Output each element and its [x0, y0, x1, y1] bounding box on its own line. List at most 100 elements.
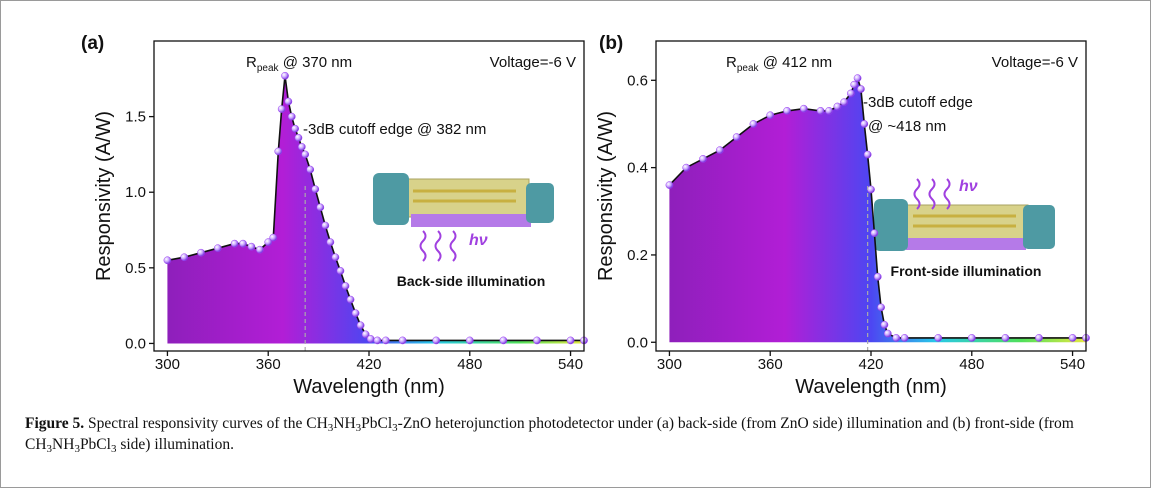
waves-b — [913, 178, 951, 210]
x-tick-label: 300 — [657, 356, 682, 373]
point — [346, 295, 355, 304]
device-b — [874, 199, 1055, 251]
point — [294, 133, 303, 142]
point — [277, 105, 286, 113]
point — [321, 221, 330, 230]
peak-label: Rpeak @ 412 nm — [726, 54, 832, 74]
y-tick-label: 1.0 — [125, 184, 146, 201]
point — [766, 111, 775, 120]
point — [180, 253, 189, 262]
device-a — [373, 173, 554, 227]
x-tick-label: 300 — [155, 356, 180, 373]
point — [1035, 334, 1043, 342]
voltage-label: Voltage=-6 V — [490, 54, 576, 71]
waves-a — [419, 230, 457, 262]
point — [715, 146, 724, 155]
point — [269, 233, 278, 242]
point — [326, 238, 335, 246]
x-tick-label: 480 — [457, 356, 482, 373]
point — [274, 147, 283, 156]
area — [669, 78, 1086, 343]
y-axis-label: Responsivity (A/W) — [93, 111, 115, 281]
sub: 3 — [355, 422, 362, 434]
point — [749, 120, 758, 128]
caption-label: Figure 5. — [25, 415, 85, 432]
point — [316, 203, 325, 212]
point — [255, 245, 264, 254]
caption-text: NH — [333, 415, 356, 432]
point — [877, 303, 885, 312]
point — [331, 253, 340, 262]
caption-text: -ZnO heterojunction photodetector under … — [25, 415, 1074, 453]
point — [566, 336, 575, 345]
x-tick-label: 540 — [558, 356, 583, 373]
x-tick-label: 360 — [758, 356, 783, 373]
y-tick-label: 0.6 — [627, 72, 648, 89]
hv-label: hν — [469, 232, 488, 249]
cutoff-label: -3dB cutoff edge @ 382 nm — [303, 121, 486, 138]
point — [311, 185, 320, 194]
peak-r: R — [726, 54, 737, 71]
point — [336, 267, 345, 275]
x-tick-label: 480 — [959, 356, 984, 373]
point — [465, 336, 474, 345]
point — [863, 150, 872, 159]
point — [306, 165, 315, 174]
point — [351, 309, 360, 318]
peak-sub: peak — [257, 63, 280, 74]
sub: 3 — [392, 422, 398, 434]
point — [833, 102, 842, 111]
point — [840, 98, 848, 106]
point — [934, 334, 943, 342]
point — [846, 89, 855, 98]
x-tick-label: 420 — [356, 356, 381, 373]
point — [361, 330, 370, 339]
sub: 3 — [327, 422, 334, 434]
point — [870, 229, 879, 237]
x-axis-label: Wavelength (nm) — [795, 376, 947, 398]
cutoff-label: -3dB cutoff edge — [863, 94, 973, 111]
point — [213, 244, 222, 253]
point — [301, 150, 310, 159]
point — [356, 321, 365, 330]
point — [373, 336, 382, 345]
point — [883, 329, 892, 338]
point — [341, 282, 350, 290]
y-axis-label: Responsivity (A/W) — [595, 111, 617, 281]
illumination-label: Back-side illumination — [397, 273, 546, 289]
point — [873, 272, 882, 281]
point — [291, 124, 299, 133]
peak-sub: peak — [737, 63, 760, 74]
point — [398, 336, 407, 345]
point — [163, 256, 172, 265]
caption-text: PbCl — [361, 415, 393, 432]
charts: 300 360 420 480 540 0.0 0.5 1.0 1.5 Wavelength (n… — [81, 33, 1090, 398]
point — [665, 181, 674, 189]
point — [682, 163, 691, 172]
y-tick-label: 1.5 — [125, 109, 146, 126]
y-tick-label: 0.5 — [125, 260, 146, 277]
point — [1068, 334, 1077, 342]
point — [499, 336, 508, 345]
sub: 3 — [110, 443, 117, 455]
point — [366, 335, 375, 343]
point — [247, 242, 256, 251]
point — [297, 143, 306, 151]
peak-rest: @ 412 nm — [759, 54, 833, 71]
caption-text: PbCl — [79, 436, 111, 453]
peak-label: Rpeak @ 370 nm — [246, 54, 352, 74]
caption-text: NH — [52, 436, 75, 453]
point — [880, 320, 889, 329]
x-axis-label: Wavelength (nm) — [293, 376, 445, 398]
point — [732, 133, 741, 141]
point — [287, 112, 296, 121]
point — [1001, 334, 1010, 342]
caption: Figure 5. Spectral responsivity curves o… — [25, 413, 1135, 455]
hv-label: hν — [959, 178, 978, 195]
point — [850, 80, 859, 89]
point — [783, 107, 791, 115]
caption-text: side) illumination. — [116, 436, 234, 453]
x-tick-label: 360 — [256, 356, 281, 373]
cutoff-label: @ ~418 nm — [868, 118, 946, 135]
